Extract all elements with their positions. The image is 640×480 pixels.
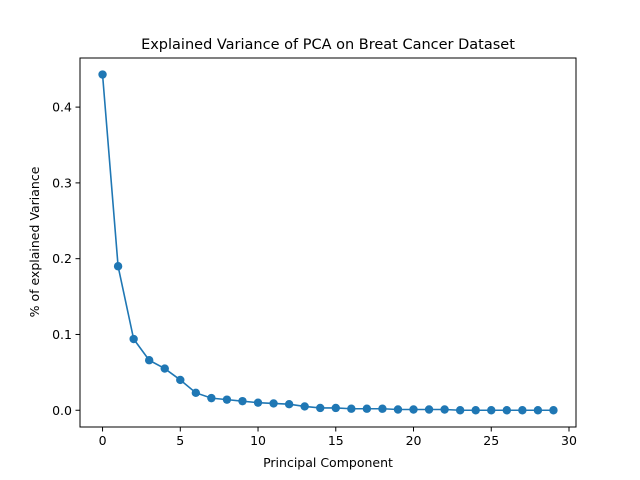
x-tick-label: 25	[483, 433, 499, 448]
data-point	[362, 404, 372, 413]
data-point	[518, 406, 527, 415]
data-point	[393, 405, 403, 414]
x-axis-label: Principal Component	[263, 455, 393, 470]
data-point	[269, 399, 278, 408]
data-point	[347, 404, 356, 413]
data-point	[176, 375, 185, 385]
y-tick-label: 0.1	[52, 327, 72, 342]
data-point	[284, 399, 294, 409]
plot-frame	[79, 57, 577, 428]
data-point	[409, 405, 418, 414]
data-point	[533, 406, 543, 415]
y-tick-label: 0.3	[52, 175, 72, 190]
y-tick-label: 0.2	[52, 251, 72, 266]
y-tick-label: 0.4	[52, 100, 72, 115]
data-point	[316, 403, 325, 413]
data-point	[424, 405, 434, 414]
data-point	[160, 364, 169, 373]
data-point	[98, 70, 107, 79]
data-point	[331, 403, 340, 413]
x-tick-label: 0	[99, 433, 107, 448]
data-point	[129, 334, 138, 344]
data-point	[300, 402, 309, 411]
data-point	[253, 398, 263, 407]
x-tick-label: 10	[250, 433, 266, 448]
y-tick-label: 0.0	[52, 403, 72, 418]
data-point	[207, 393, 216, 403]
data-point	[191, 388, 201, 398]
data-point	[502, 406, 512, 415]
plot-area: 0 5 10 15 20 25 30 0.0 0.1 0.2 0.3 0.4	[52, 57, 577, 448]
data-point	[222, 395, 232, 404]
data-point	[238, 396, 247, 406]
x-tick-label: 5	[176, 433, 184, 448]
x-tick-label: 20	[406, 433, 422, 448]
data-point	[487, 406, 496, 415]
data-point	[440, 405, 449, 414]
data-point	[471, 406, 480, 415]
chart-title: Explained Variance of PCA on Breat Cance…	[141, 37, 515, 53]
x-tick-label: 15	[328, 433, 344, 448]
x-tick-label: 30	[561, 433, 577, 448]
data-point	[144, 356, 154, 365]
data-point	[549, 406, 558, 415]
data-point	[455, 406, 465, 415]
y-axis-label: % of explained Variance	[27, 166, 42, 317]
data-point	[378, 404, 387, 413]
data-point	[113, 262, 123, 271]
